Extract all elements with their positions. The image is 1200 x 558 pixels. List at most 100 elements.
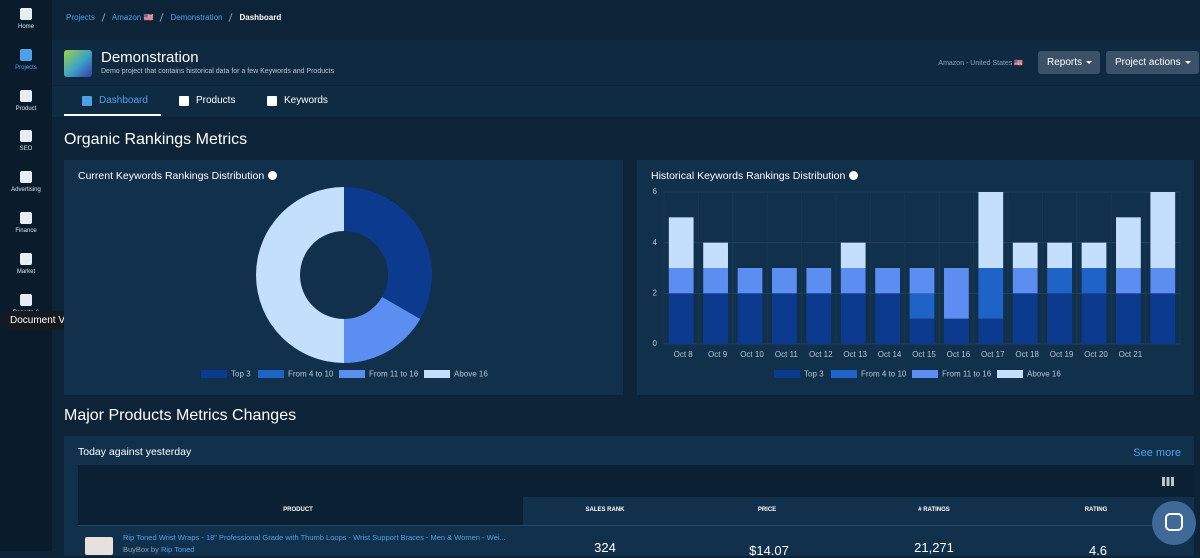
crumb[interactable]: Projects: [66, 13, 95, 22]
legend-swatch: [258, 370, 284, 378]
buybox-label: BuyBox by: [123, 545, 159, 554]
columns-icon[interactable]: [1162, 477, 1174, 486]
legend-label: Above 16: [454, 370, 488, 379]
bar-segment: [875, 293, 900, 344]
bar-segment: [1081, 268, 1107, 294]
bar-segment: [703, 293, 728, 344]
nav-item[interactable]: Projects: [0, 48, 52, 71]
see-more-link[interactable]: See more: [1133, 447, 1181, 459]
column-header[interactable]: PRICE: [757, 507, 777, 513]
nav-icon: [20, 293, 32, 306]
x-tick-label: Oct 13: [843, 350, 867, 359]
nav-item[interactable]: Advertising: [0, 171, 52, 193]
nav-icon: [20, 171, 32, 184]
project-actions-button[interactable]: Project actions: [1106, 51, 1199, 74]
buybox: BuyBox by Rip Toned: [123, 545, 195, 554]
x-tick-label: Oct 16: [947, 350, 971, 359]
project-logo: [64, 50, 92, 77]
x-tick-label: Oct 18: [1015, 350, 1039, 359]
legend-swatch: [774, 370, 800, 378]
tab[interactable]: Keywords: [267, 95, 328, 106]
tab[interactable]: Dashboard: [82, 95, 148, 106]
nav-label: Home: [17, 24, 34, 30]
crumb[interactable]: Demonstration: [170, 13, 223, 22]
bar-segment: [1012, 268, 1038, 294]
bar-segment: [1047, 268, 1072, 294]
column-header[interactable]: SALES RANK: [585, 507, 625, 513]
bar-segment: [1150, 293, 1176, 344]
card-title: Today against yesterday: [78, 446, 192, 458]
seller[interactable]: Rip Toned: [160, 545, 195, 554]
y-tick-label: 2: [653, 288, 658, 297]
bar-segment: [806, 268, 832, 294]
bar-segment: [978, 192, 1004, 268]
legend-swatch: [424, 370, 450, 378]
crumb[interactable]: Amazon 🇺🇸: [111, 13, 154, 22]
nav-label: SEO: [19, 146, 33, 153]
column-header[interactable]: RATING: [1084, 507, 1108, 513]
tab-label: Dashboard: [99, 95, 148, 106]
column-header[interactable]: # RATINGS: [918, 507, 950, 513]
bar-segment: [1047, 293, 1072, 344]
bar-segment: [978, 318, 1004, 344]
marketplace: Amazon - United States 🇺🇸: [938, 60, 1023, 67]
chart-title-row: Historical Keywords Rankings Distributio…: [651, 170, 859, 182]
table-toolbar: [78, 465, 1194, 497]
chart-title: Current Keywords Rankings Distribution: [78, 170, 265, 182]
product-title[interactable]: Rip Toned Wrist Wraps - 18" Professional…: [123, 533, 506, 542]
help-icon[interactable]: [849, 171, 859, 180]
nav-item[interactable]: Home: [0, 8, 52, 30]
legend-label: Top 3: [804, 370, 824, 379]
nav-item[interactable]: Market: [0, 252, 52, 275]
bar-segment: [1150, 268, 1176, 294]
legend-label: From 11 to 16: [369, 370, 419, 379]
bar-segment: [1012, 242, 1038, 268]
tab[interactable]: Products: [179, 95, 235, 106]
nav-item[interactable]: Product: [0, 89, 52, 112]
legend-swatch: [831, 370, 857, 378]
nav-item[interactable]: SEO: [0, 130, 52, 152]
bar-segment: [875, 268, 900, 294]
donut-segment: [256, 187, 344, 363]
nav-label: Advertising: [11, 187, 41, 194]
legend-swatch: [997, 370, 1023, 378]
tab-label: Products: [196, 95, 236, 106]
y-tick-label: 4: [653, 238, 658, 247]
nav-label: Projects: [15, 64, 37, 71]
sales-rank: 324: [594, 540, 616, 555]
bar-segment: [772, 268, 797, 294]
x-tick-label: Oct 21: [1119, 350, 1143, 359]
chart: Top 3 From 4 to 10 From 11 to 16 Above 16: [201, 187, 488, 379]
bar-segment: [840, 242, 866, 268]
donut-segment: [344, 187, 432, 319]
bar-segment: [840, 293, 866, 344]
column-header[interactable]: PRODUCT: [283, 507, 313, 513]
bar-segment: [1012, 293, 1038, 344]
nav-icon: [20, 8, 32, 20]
breadcrumb: Projects Amazon 🇺🇸 Demonstration Dashboa…: [66, 13, 281, 22]
legend-swatch: [912, 370, 938, 378]
chart-title-row: Current Keywords Rankings Distribution: [78, 170, 278, 182]
nav-label: Finance: [15, 228, 37, 234]
bar-segment: [1116, 293, 1141, 344]
legend-label: From 4 to 10: [861, 370, 907, 379]
bar-segment: [703, 268, 728, 294]
x-tick-label: Oct 11: [775, 350, 799, 359]
x-tick-label: Oct 19: [1050, 350, 1074, 359]
help-icon[interactable]: [268, 171, 278, 180]
tab-label: Keywords: [284, 95, 328, 106]
section-title: Major Products Metrics Changes: [64, 407, 297, 424]
header-bar: [52, 40, 1200, 85]
bar-segment: [1081, 293, 1107, 344]
bar-segment: [840, 268, 866, 294]
x-tick-label: Oct 9: [708, 350, 728, 359]
donut-segment: [344, 297, 421, 363]
sidebar: Home Projects Product SEO Advertising Finance…: [0, 0, 52, 551]
chat-button[interactable]: [1152, 501, 1196, 545]
chart: 0 2 4 6 Oct 8 Oct 9 Oct 10 Oct 11 Oct 12 Oct 13 Oc…: [653, 187, 1181, 379]
reports-button[interactable]: Reports: [1038, 51, 1101, 74]
chart-card: Current Keywords Rankings Distribution T…: [64, 160, 623, 395]
nav-item[interactable]: Finance: [0, 212, 52, 234]
tab-underline: [64, 114, 161, 116]
